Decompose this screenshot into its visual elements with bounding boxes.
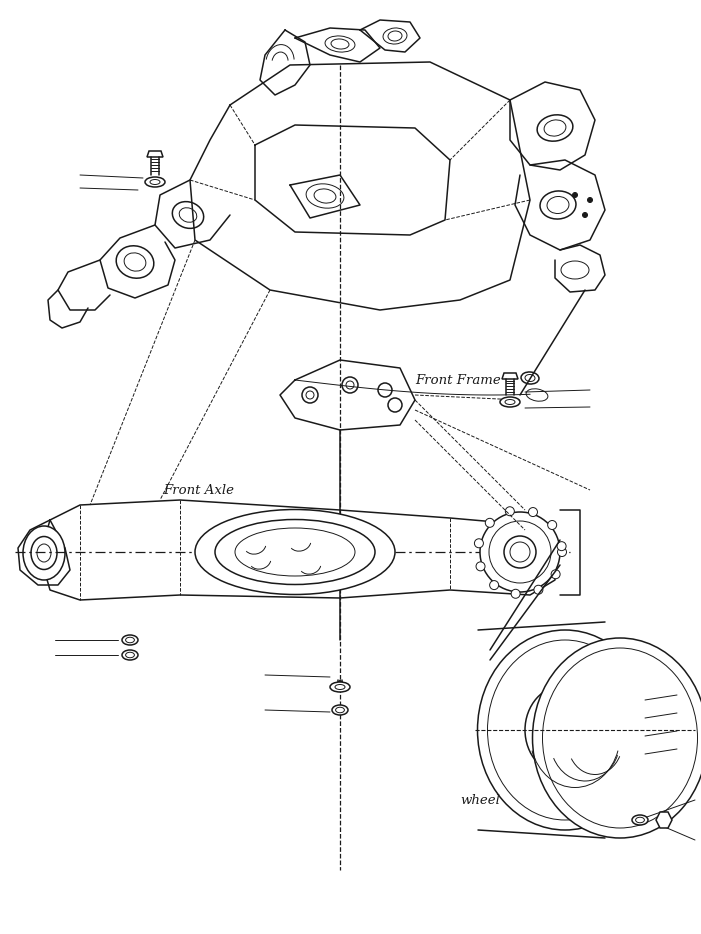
Ellipse shape	[500, 397, 520, 407]
Ellipse shape	[145, 177, 165, 187]
Ellipse shape	[533, 638, 701, 838]
Text: Front Frame: Front Frame	[415, 374, 501, 387]
Ellipse shape	[480, 512, 560, 592]
Circle shape	[475, 539, 484, 547]
Circle shape	[489, 581, 498, 589]
Ellipse shape	[504, 536, 536, 568]
Circle shape	[505, 507, 515, 516]
Circle shape	[529, 507, 538, 517]
Ellipse shape	[525, 685, 605, 775]
Circle shape	[476, 562, 485, 571]
Circle shape	[511, 589, 520, 599]
Circle shape	[388, 398, 402, 412]
Ellipse shape	[122, 635, 138, 645]
Polygon shape	[502, 373, 518, 379]
Polygon shape	[338, 680, 342, 686]
Circle shape	[534, 586, 543, 594]
Ellipse shape	[116, 246, 154, 278]
Circle shape	[557, 542, 566, 551]
Ellipse shape	[521, 372, 539, 384]
Circle shape	[551, 570, 560, 579]
Circle shape	[302, 387, 318, 403]
Ellipse shape	[330, 682, 350, 692]
Circle shape	[485, 518, 494, 528]
Circle shape	[557, 547, 566, 557]
Circle shape	[378, 383, 392, 397]
Polygon shape	[656, 812, 672, 828]
Ellipse shape	[632, 815, 648, 825]
Circle shape	[583, 213, 587, 218]
Ellipse shape	[195, 510, 395, 595]
Polygon shape	[147, 151, 163, 157]
Circle shape	[573, 192, 578, 197]
Circle shape	[547, 520, 557, 530]
Ellipse shape	[537, 115, 573, 141]
Circle shape	[342, 377, 358, 393]
Text: Front Axle: Front Axle	[163, 484, 234, 497]
Circle shape	[587, 197, 592, 203]
Ellipse shape	[540, 191, 576, 219]
Ellipse shape	[332, 705, 348, 715]
Ellipse shape	[23, 526, 65, 580]
Ellipse shape	[122, 650, 138, 660]
Ellipse shape	[477, 630, 653, 830]
Text: wheel: wheel	[460, 794, 500, 806]
